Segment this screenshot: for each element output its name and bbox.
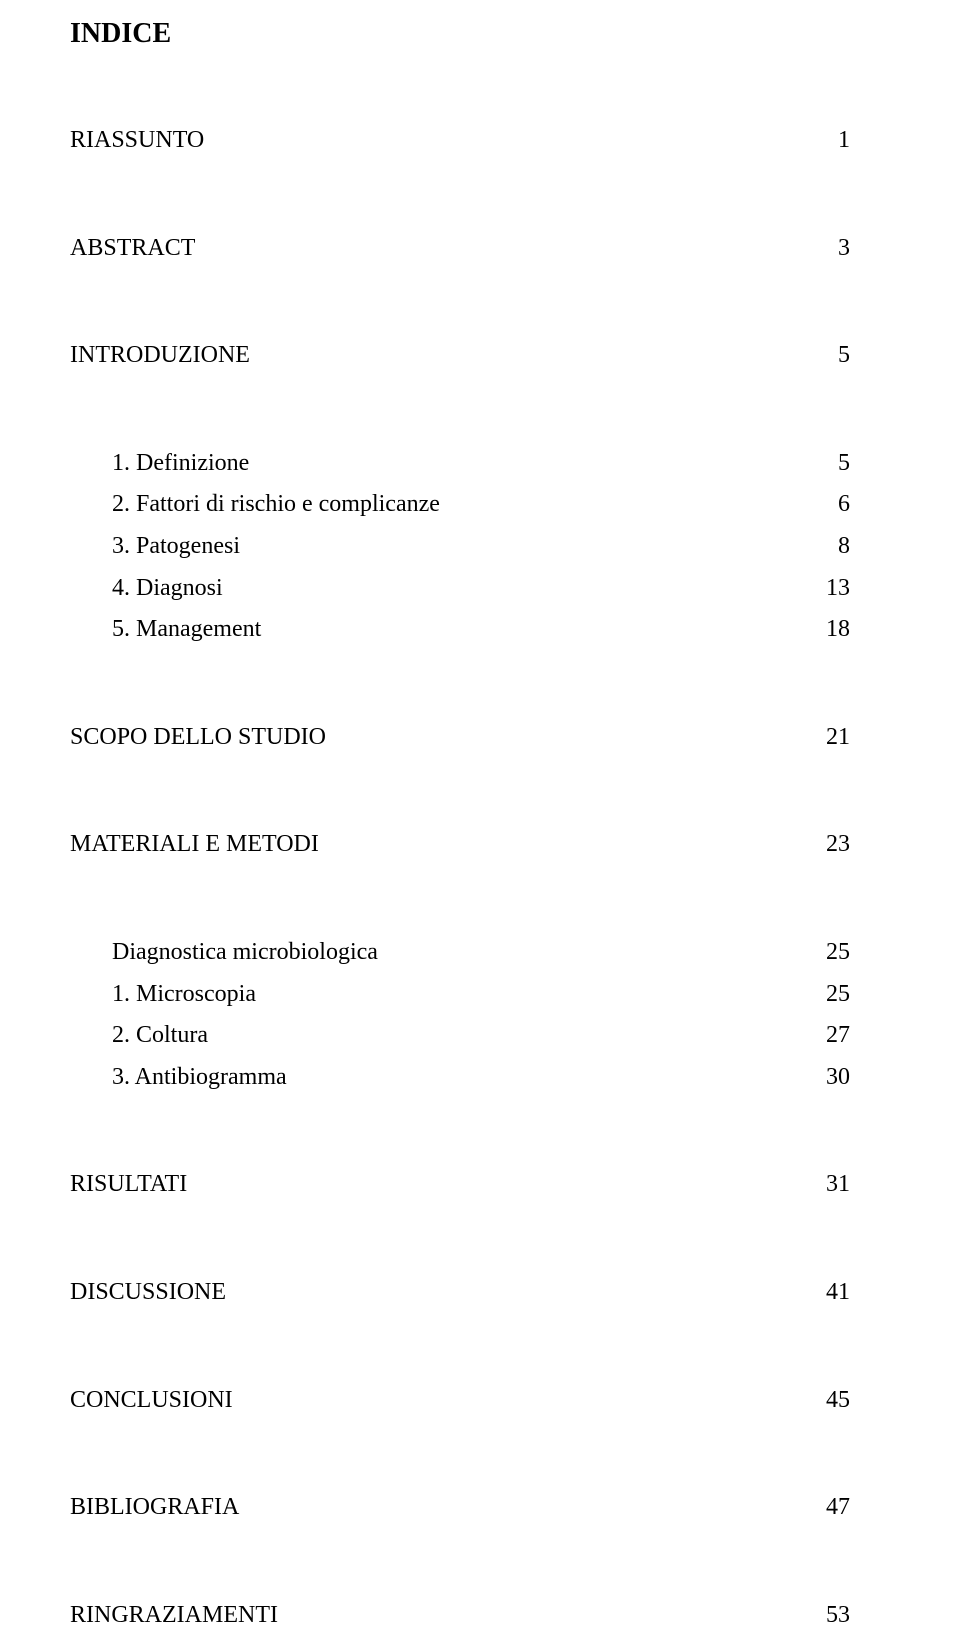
toc-entry-label: MATERIALI E METODI: [70, 828, 810, 862]
toc-entry-page: 6: [810, 488, 850, 522]
toc-entry-page: 1: [810, 124, 850, 158]
toc-entry-page: 31: [810, 1168, 850, 1202]
toc-row: BIBLIOGRAFIA47: [70, 1491, 850, 1525]
toc-row: MATERIALI E METODI23: [70, 828, 850, 862]
toc-entry-page: 18: [810, 613, 850, 647]
toc-entry-label: ABSTRACT: [70, 232, 810, 266]
toc-entry-label: 3. Antibiogramma: [70, 1061, 810, 1095]
toc-entry-page: 53: [810, 1599, 850, 1632]
toc-entry-page: 30: [810, 1061, 850, 1095]
toc-entry-label: CONCLUSIONI: [70, 1384, 810, 1418]
toc-entry-label: 5. Management: [70, 613, 810, 647]
toc-entry-label: DISCUSSIONE: [70, 1276, 810, 1310]
toc-entry-page: 5: [810, 447, 850, 481]
toc-entry-label: RIASSUNTO: [70, 124, 810, 158]
toc-row: 2. Coltura27: [70, 1019, 850, 1053]
toc-row: 3. Antibiogramma30: [70, 1061, 850, 1095]
toc-entry-label: Diagnostica microbiologica: [70, 936, 810, 970]
toc-entry-label: 1. Microscopia: [70, 978, 810, 1012]
toc-entry-page: 5: [810, 339, 850, 373]
toc-entry-page: 27: [810, 1019, 850, 1053]
toc-row: SCOPO DELLO STUDIO21: [70, 721, 850, 755]
toc-row: 3. Patogenesi8: [70, 530, 850, 564]
toc-entry-label: RINGRAZIAMENTI: [70, 1599, 810, 1632]
toc-entry-page: 21: [810, 721, 850, 755]
toc-entry-page: 25: [810, 936, 850, 970]
toc-entry-label: SCOPO DELLO STUDIO: [70, 721, 810, 755]
toc-row: RISULTATI31: [70, 1168, 850, 1202]
toc-row: Diagnostica microbiologica25: [70, 936, 850, 970]
toc-entry-page: 47: [810, 1491, 850, 1525]
toc-entry-page: 13: [810, 572, 850, 606]
toc-entry-label: 2. Coltura: [70, 1019, 810, 1053]
toc-row: 4. Diagnosi13: [70, 572, 850, 606]
toc-title: INDICE: [70, 18, 850, 50]
toc-row: INTRODUZIONE5: [70, 339, 850, 373]
toc-row: DISCUSSIONE41: [70, 1276, 850, 1310]
toc-page: INDICE RIASSUNTO1ABSTRACT3INTRODUZIONE51…: [0, 0, 960, 1632]
toc-entry-page: 25: [810, 978, 850, 1012]
toc-row: 1. Microscopia25: [70, 978, 850, 1012]
toc-entry-page: 45: [810, 1384, 850, 1418]
toc-row: RIASSUNTO1: [70, 124, 850, 158]
toc-row: 1. Definizione5: [70, 447, 850, 481]
toc-list: RIASSUNTO1ABSTRACT3INTRODUZIONE51. Defin…: [70, 124, 850, 1632]
toc-entry-label: 3. Patogenesi: [70, 530, 810, 564]
toc-row: CONCLUSIONI45: [70, 1384, 850, 1418]
toc-entry-label: BIBLIOGRAFIA: [70, 1491, 810, 1525]
toc-entry-label: INTRODUZIONE: [70, 339, 810, 373]
toc-entry-page: 3: [810, 232, 850, 266]
toc-entry-label: RISULTATI: [70, 1168, 810, 1202]
toc-row: 2. Fattori di rischio e complicanze6: [70, 488, 850, 522]
toc-entry-label: 1. Definizione: [70, 447, 810, 481]
toc-row: RINGRAZIAMENTI53: [70, 1599, 850, 1632]
toc-row: ABSTRACT3: [70, 232, 850, 266]
toc-entry-page: 41: [810, 1276, 850, 1310]
toc-entry-label: 2. Fattori di rischio e complicanze: [70, 488, 810, 522]
toc-entry-page: 23: [810, 828, 850, 862]
toc-entry-page: 8: [810, 530, 850, 564]
toc-entry-label: 4. Diagnosi: [70, 572, 810, 606]
toc-row: 5. Management18: [70, 613, 850, 647]
